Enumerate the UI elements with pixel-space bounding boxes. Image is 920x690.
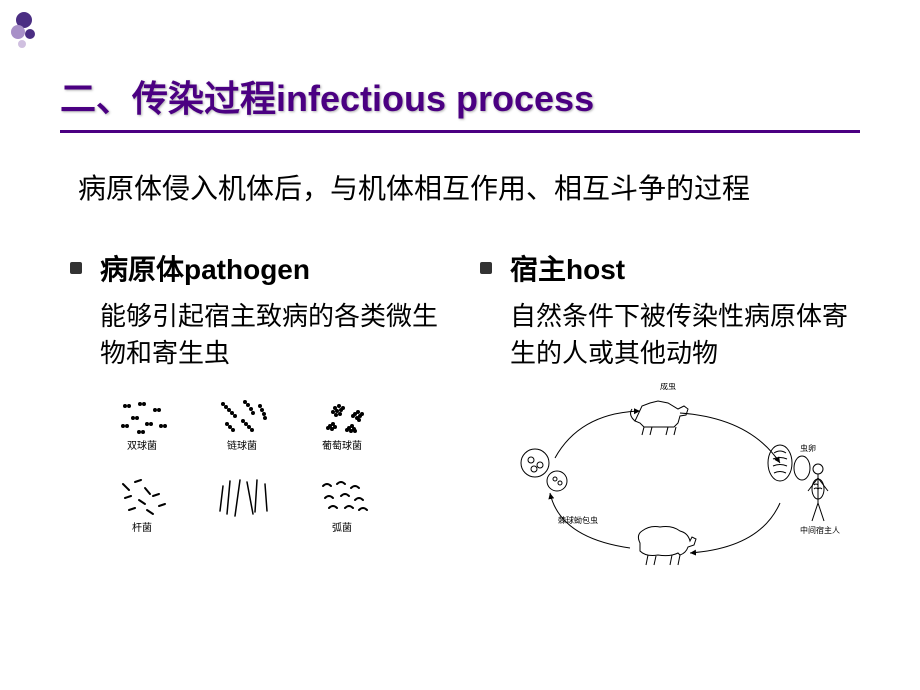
title-block: 二、传染过程infectious process <box>60 70 860 133</box>
right-heading-row: 宿主host <box>480 248 850 288</box>
label-vibrio: 弧菌 <box>332 521 352 534</box>
intro-paragraph: 病原体侵入机体后，与机体相互作用、相互斗争的过程 <box>60 169 860 208</box>
left-body: 能够引起宿主致病的各类微生物和寄生虫 <box>70 298 440 371</box>
right-column: 宿主host 自然条件下被传染性病原体寄生的人或其他动物 <box>480 248 850 588</box>
label-streptococcus: 链球菌 <box>227 439 257 452</box>
left-column: 病原体pathogen 能够引起宿主致病的各类微生物和寄生虫 <box>70 248 440 588</box>
right-heading: 宿主host <box>510 248 625 288</box>
svg-text:中间宿主人: 中间宿主人 <box>800 525 840 535</box>
corner-decoration <box>8 8 48 58</box>
host-cycle-diagram: 成虫 棘球蚴包虫 中间宿主人 虫卵 <box>500 383 840 583</box>
bacteria-diagram: 双球菌 链球菌 葡萄球菌 <box>100 391 400 561</box>
bullet-icon <box>480 262 492 274</box>
slide-title: 二、传染过程infectious process <box>60 70 860 122</box>
svg-text:成虫: 成虫 <box>660 383 676 391</box>
svg-text:棘球蚴包虫: 棘球蚴包虫 <box>558 515 598 525</box>
pathogen-figure: 双球菌 链球菌 葡萄球菌 <box>70 391 440 566</box>
bullet-icon <box>70 262 82 274</box>
label-diplococcus: 双球菌 <box>127 439 157 452</box>
two-columns: 病原体pathogen 能够引起宿主致病的各类微生物和寄生虫 <box>60 248 860 588</box>
left-heading: 病原体pathogen <box>100 248 310 288</box>
host-figure: 成虫 棘球蚴包虫 中间宿主人 虫卵 <box>480 383 850 588</box>
left-heading-row: 病原体pathogen <box>70 248 440 288</box>
right-body: 自然条件下被传染性病原体寄生的人或其他动物 <box>480 298 850 371</box>
svg-text:虫卵: 虫卵 <box>800 443 816 453</box>
slide-container: 二、传染过程infectious process 病原体侵入机体后，与机体相互作… <box>0 0 920 608</box>
label-staphylococcus: 葡萄球菌 <box>322 439 362 452</box>
label-bacillus: 杆菌 <box>132 522 152 534</box>
